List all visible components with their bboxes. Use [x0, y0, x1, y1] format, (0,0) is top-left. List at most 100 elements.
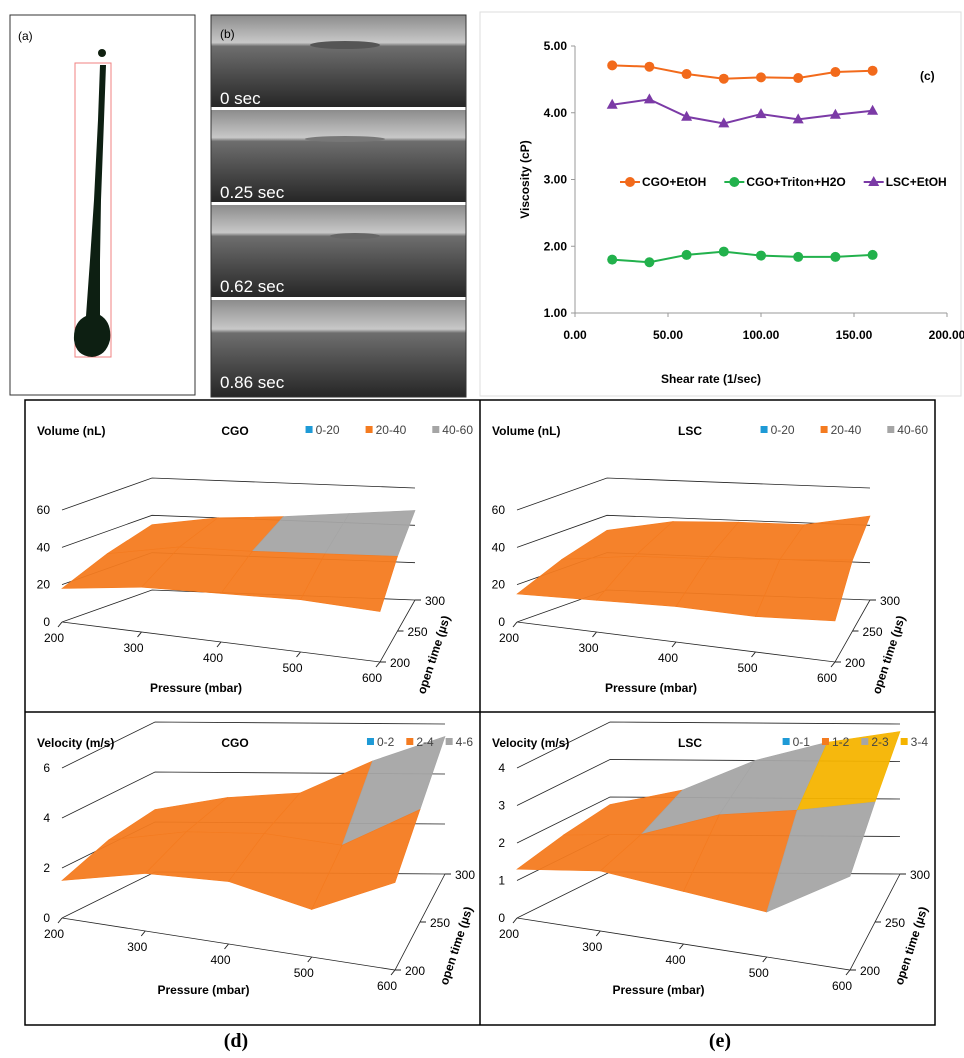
y-tick-label: 250 [885, 916, 905, 930]
legend-label: 40-60 [442, 423, 473, 437]
legend-label: 1-2 [832, 735, 850, 749]
x-tick-label: 300 [582, 940, 602, 954]
z-axis-label: Volume (nL) [37, 424, 105, 438]
grid-line [61, 721, 446, 769]
marker [867, 65, 878, 76]
marker [681, 69, 692, 80]
chart-title: LSC [678, 424, 702, 438]
legend-label: 0-2 [377, 735, 395, 749]
z-tick-label: 2 [43, 861, 50, 875]
legend-label: 0-20 [316, 423, 340, 437]
x-tick-label: 500 [294, 966, 314, 980]
chart-title: LSC [678, 736, 702, 750]
marker [830, 67, 841, 78]
series-line [612, 98, 873, 125]
marker [718, 117, 730, 128]
marker [793, 73, 804, 84]
x-tick-label: 50.00 [653, 328, 683, 342]
legend-swatch [861, 738, 869, 745]
y-tick-label: 2.00 [544, 239, 568, 253]
marker [756, 72, 766, 83]
y-tick-label: 250 [863, 625, 883, 639]
marker [681, 110, 693, 121]
x-tick-label: 400 [203, 651, 223, 665]
legend-label: LSC+EtOH [886, 175, 947, 189]
x-tick [512, 917, 518, 924]
z-tick-label: 20 [492, 578, 506, 592]
x-tick [830, 661, 836, 668]
z-axis-label: Volume (nL) [492, 424, 560, 438]
line-chart: 1.00 2.00 3.00 4.00 5.00 0.00 50.00 100.00 150.0… [518, 39, 964, 386]
z-tick-label: 6 [43, 761, 50, 775]
chart-title: CGO [221, 424, 248, 438]
z-tick-label: 60 [37, 503, 51, 517]
floor-axis [61, 599, 416, 663]
surface-facet [766, 801, 876, 913]
y-tick-label: 300 [910, 868, 930, 882]
legend-label: 4-6 [456, 735, 474, 749]
surface-facet [755, 559, 853, 622]
y-tick-label: 5.00 [544, 39, 568, 53]
legend-label: 40-60 [897, 423, 928, 437]
x-tick-label: 100.00 [743, 328, 780, 342]
y-tick-label: 200 [390, 656, 410, 670]
x-tick-label: 200 [499, 631, 519, 645]
x-axis-label: Pressure (mbar) [157, 983, 249, 997]
y-tick-label: 250 [408, 625, 428, 639]
panel-a: (a) [9, 14, 196, 396]
y-tick-label: 200 [845, 656, 865, 670]
x-tick-label: 200 [499, 927, 519, 941]
x-tick-label: 400 [658, 651, 678, 665]
x-tick [762, 956, 768, 963]
x-tick [595, 930, 601, 937]
x-tick-label: 600 [362, 671, 382, 685]
legend-swatch [900, 738, 908, 745]
x-tick [375, 661, 381, 668]
x-tick-label: 400 [210, 953, 230, 967]
x-tick [679, 943, 684, 950]
drop-profile [310, 41, 380, 49]
marker [607, 60, 618, 71]
panel-frame [210, 14, 467, 398]
z-tick-label: 40 [37, 540, 51, 554]
surface-chart: 0 2 4 6 200 300 400 500 600 200 250 300 CGO Velocity … [37, 721, 475, 997]
z-tick-label: 4 [498, 761, 505, 775]
x-tick-label: 200 [44, 631, 64, 645]
x-tick-label: 200.00 [929, 328, 964, 342]
x-tick [140, 930, 146, 937]
z-tick-label: 4 [43, 811, 50, 825]
x-tick [57, 917, 63, 924]
legend-label: 20-40 [831, 423, 862, 437]
x-tick-label: 500 [282, 661, 302, 675]
x-axis-label: Shear rate (1/sec) [661, 372, 761, 386]
x-tick-label: 0.00 [563, 328, 587, 342]
x-tick [307, 956, 313, 963]
bounding-box [74, 62, 112, 358]
marker [867, 104, 879, 115]
legend-label: 0-20 [771, 423, 795, 437]
y-axis-label: Viscosity (cP) [518, 140, 532, 218]
x-tick-label: 200 [44, 927, 64, 941]
z-tick-label: 0 [43, 911, 50, 925]
caption: (d) [224, 1030, 248, 1052]
y-tick-label: 3.00 [544, 173, 568, 187]
series-line [612, 250, 873, 264]
y-tick-label: 200 [860, 964, 880, 978]
marker [681, 249, 692, 260]
legend-swatch [760, 426, 768, 433]
marker [792, 113, 804, 124]
legend-label: 0-1 [793, 735, 811, 749]
x-tick [390, 969, 396, 976]
x-tick-label: 500 [737, 661, 757, 675]
z-tick-label: 60 [492, 503, 506, 517]
z-tick-label: 20 [37, 578, 51, 592]
x-tick [512, 621, 518, 628]
legend-swatch [406, 738, 414, 745]
x-axis-label: Pressure (mbar) [612, 983, 704, 997]
y-tick-label: 4.00 [544, 106, 568, 120]
z-tick-label: 0 [498, 615, 505, 629]
legend-swatch [782, 738, 790, 745]
x-tick-label: 300 [127, 940, 147, 954]
marker [830, 251, 841, 262]
legend-label: CGO+Triton+H2O [746, 175, 845, 189]
